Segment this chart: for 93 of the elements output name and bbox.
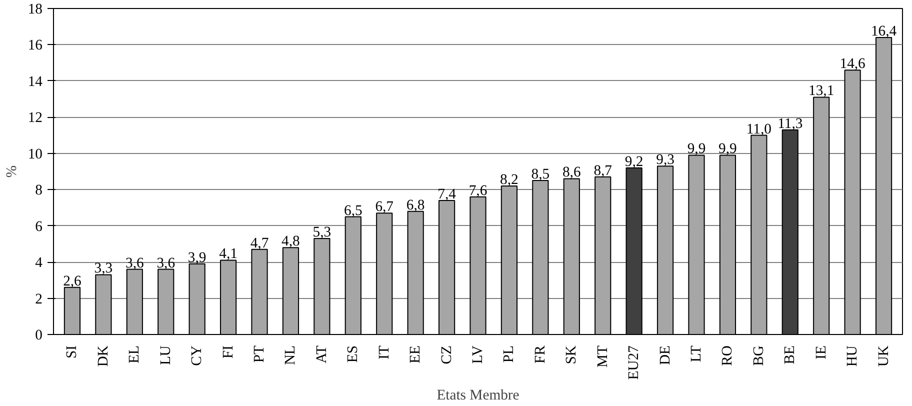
x-tick-label: AT xyxy=(314,345,330,364)
bar xyxy=(251,248,268,334)
bar xyxy=(594,176,612,334)
x-axis-title: Etats Membre xyxy=(436,388,520,404)
bar xyxy=(750,134,768,334)
bar xyxy=(719,154,736,334)
x-tick-label: BG xyxy=(750,345,767,366)
bar xyxy=(407,210,424,334)
x-tick-label: CY xyxy=(189,345,206,366)
x-tick-label: FI xyxy=(220,345,236,359)
x-tick-label: EL xyxy=(126,345,143,364)
y-tick-label: 4 xyxy=(35,255,44,272)
x-tick-label: EE xyxy=(408,345,424,364)
x-tick-label: HU xyxy=(844,345,861,367)
x-tick-label: LU xyxy=(158,345,174,366)
data-label: 3,3 xyxy=(94,260,113,277)
y-tick-label: 10 xyxy=(28,146,42,162)
bar xyxy=(532,180,549,334)
bar xyxy=(844,70,861,334)
x-tick-label: RO xyxy=(720,345,736,366)
x-tick-label: MT xyxy=(594,345,611,368)
data-label: 7,4 xyxy=(438,186,457,202)
x-tick-label: LT xyxy=(688,345,704,362)
y-axis-title: % xyxy=(4,165,20,178)
bar xyxy=(95,274,112,334)
bar xyxy=(188,263,206,334)
bar xyxy=(64,286,81,334)
y-tick-label: 12 xyxy=(28,110,42,126)
data-label: 8,2 xyxy=(500,172,518,188)
bar xyxy=(875,36,892,334)
data-label: 11,3 xyxy=(778,116,803,132)
bar xyxy=(158,268,174,334)
y-tick-label: 0 xyxy=(35,328,42,344)
data-label: 13,1 xyxy=(808,83,834,100)
data-label: 4,1 xyxy=(219,246,238,262)
bar xyxy=(220,260,237,334)
bar xyxy=(782,129,798,334)
data-label: 14,6 xyxy=(840,56,866,72)
data-label: 3,6 xyxy=(156,255,176,272)
bar xyxy=(438,200,456,334)
bar xyxy=(344,216,362,334)
data-label: 6,7 xyxy=(375,199,394,216)
data-label: 3,9 xyxy=(188,250,206,266)
y-tick-label: 16 xyxy=(28,38,42,54)
data-label: 9,9 xyxy=(718,141,737,158)
data-label: 9,9 xyxy=(687,141,706,158)
bar xyxy=(376,212,393,334)
x-tick-label: LV xyxy=(470,345,486,364)
bar xyxy=(813,96,830,334)
bar xyxy=(314,238,330,334)
y-tick-label: 8 xyxy=(35,182,42,199)
x-tick-label: SK xyxy=(564,345,580,364)
data-label: 8,7 xyxy=(594,162,612,179)
data-label: 4,7 xyxy=(250,235,269,252)
x-tick-label: CZ xyxy=(438,345,455,364)
data-label: 6,8 xyxy=(406,197,425,214)
bar xyxy=(126,268,143,334)
bar xyxy=(563,178,580,334)
x-tick-label: EU27 xyxy=(626,345,642,380)
bar xyxy=(626,167,642,334)
data-label: 7,6 xyxy=(468,182,488,199)
y-tick-label: 14 xyxy=(28,74,44,90)
data-label: 9,2 xyxy=(624,154,644,170)
data-label: 8,6 xyxy=(562,164,581,181)
data-label: 9,3 xyxy=(656,152,674,168)
y-tick-label: 2 xyxy=(35,291,42,308)
x-tick-label: ES xyxy=(345,345,362,363)
bar xyxy=(500,185,518,334)
data-label: 11,0 xyxy=(746,121,772,138)
x-tick-label: SI xyxy=(64,345,80,359)
x-tick-label: IE xyxy=(813,345,830,360)
data-label: 6,5 xyxy=(344,202,362,219)
bar xyxy=(282,247,300,334)
x-tick-label: NL xyxy=(282,345,299,366)
bar xyxy=(470,196,486,334)
x-tick-label: IT xyxy=(376,345,392,360)
y-tick-label: 6 xyxy=(35,218,42,235)
bar xyxy=(688,154,705,334)
data-label: 5,3 xyxy=(312,224,332,241)
bar xyxy=(656,166,674,334)
x-tick-label: PT xyxy=(252,345,268,363)
data-label: 2,6 xyxy=(63,273,82,290)
data-label: 8,5 xyxy=(531,166,550,183)
data-label: 3,6 xyxy=(125,255,144,272)
x-tick-label: UK xyxy=(876,345,892,367)
data-label: 16,4 xyxy=(870,23,898,40)
x-tick-label: DK xyxy=(95,345,112,367)
x-tick-label: FR xyxy=(532,345,548,364)
y-tick-label: 18 xyxy=(28,2,42,18)
x-tick-label: DE xyxy=(657,345,674,366)
data-label: 4,8 xyxy=(282,234,300,250)
x-tick-label: BE xyxy=(782,345,798,364)
x-tick-label: PL xyxy=(501,345,518,363)
